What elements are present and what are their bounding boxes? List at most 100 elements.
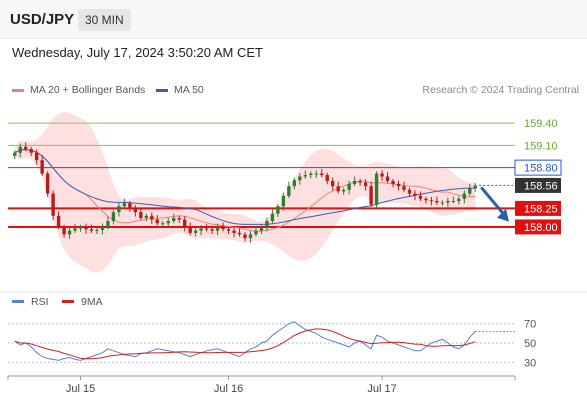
candle bbox=[56, 211, 61, 230]
candle bbox=[106, 216, 110, 230]
price-label-158.56: 158.56 bbox=[524, 180, 558, 192]
candle-body bbox=[122, 203, 127, 207]
timeframe-badge[interactable]: 30 MIN bbox=[78, 9, 131, 31]
candle-body bbox=[29, 149, 33, 153]
candle-body bbox=[254, 230, 258, 235]
candle-body bbox=[117, 206, 121, 213]
candle bbox=[237, 228, 242, 237]
candle bbox=[276, 203, 280, 217]
candle bbox=[325, 172, 329, 185]
candle bbox=[265, 217, 269, 232]
candle-body bbox=[144, 215, 149, 219]
candle bbox=[117, 202, 121, 217]
candle bbox=[462, 190, 466, 204]
candle bbox=[133, 205, 138, 217]
candle bbox=[457, 196, 461, 205]
candle bbox=[122, 198, 127, 209]
candle-body bbox=[232, 230, 236, 233]
candle-body bbox=[193, 230, 198, 233]
candle-body bbox=[100, 226, 105, 230]
candle bbox=[385, 172, 390, 184]
candle bbox=[254, 226, 258, 237]
candle bbox=[73, 223, 77, 233]
candle-body bbox=[446, 201, 450, 203]
candle bbox=[210, 226, 214, 235]
bollinger-band-area bbox=[14, 111, 476, 273]
candle bbox=[396, 180, 401, 191]
candle-body bbox=[440, 202, 445, 204]
candle bbox=[468, 183, 472, 196]
price-label-159.10: 159.10 bbox=[524, 140, 558, 152]
candle-body bbox=[352, 180, 357, 184]
candle bbox=[243, 232, 247, 242]
candle bbox=[374, 171, 379, 209]
legend-label-ma50: MA 50 bbox=[174, 84, 204, 96]
candle bbox=[320, 169, 324, 178]
rsi-line bbox=[14, 321, 476, 361]
candle bbox=[314, 170, 318, 179]
candle-body bbox=[95, 229, 99, 231]
legend-swatch-rsi bbox=[12, 300, 24, 303]
candle bbox=[413, 190, 417, 201]
candle-body bbox=[265, 221, 269, 227]
candle bbox=[166, 217, 170, 228]
candle bbox=[67, 227, 72, 239]
candle-body bbox=[67, 230, 72, 235]
candle bbox=[215, 223, 220, 236]
candle-body bbox=[40, 160, 44, 174]
candle bbox=[204, 223, 209, 232]
legend-ma50: MA 50 bbox=[156, 84, 204, 96]
candle-body bbox=[292, 180, 297, 187]
candle bbox=[451, 196, 456, 204]
candle-body bbox=[385, 176, 390, 181]
candle-body bbox=[314, 173, 318, 175]
candle-body bbox=[226, 229, 231, 231]
candle bbox=[161, 221, 165, 227]
time-axis-label: Jul 16 bbox=[214, 383, 243, 395]
candle bbox=[34, 149, 39, 165]
candle bbox=[40, 155, 44, 176]
candle bbox=[45, 171, 50, 197]
candle-body bbox=[270, 213, 275, 222]
candle-body bbox=[56, 215, 61, 227]
candle-body bbox=[468, 188, 472, 194]
candle bbox=[341, 187, 346, 195]
candle-body bbox=[51, 193, 55, 216]
candle bbox=[95, 227, 99, 235]
forecast-arrow-head bbox=[497, 208, 509, 222]
candle bbox=[347, 180, 351, 195]
candle-body bbox=[237, 232, 242, 235]
candle bbox=[363, 179, 368, 191]
candle bbox=[62, 224, 66, 238]
price-label-158.80: 158.80 bbox=[524, 163, 558, 175]
candle bbox=[303, 170, 308, 179]
candle-body bbox=[150, 215, 154, 220]
candle-body bbox=[435, 201, 439, 203]
candle bbox=[473, 183, 477, 192]
candle-body bbox=[259, 226, 264, 231]
time-axis-label: Jul 15 bbox=[66, 383, 95, 395]
candle-body bbox=[281, 195, 286, 207]
candle-body bbox=[215, 226, 220, 231]
candle-body bbox=[424, 198, 428, 201]
candle bbox=[287, 181, 291, 199]
candle-body bbox=[369, 186, 373, 205]
candle bbox=[18, 143, 22, 158]
candle bbox=[221, 222, 225, 232]
research-credit: Research © 2024 Trading Central bbox=[422, 84, 579, 96]
legend-swatch-ma20 bbox=[12, 88, 24, 92]
candle-body bbox=[320, 173, 324, 176]
candle-body bbox=[380, 173, 384, 177]
candle bbox=[182, 216, 187, 232]
price-tag-bg-158.25 bbox=[515, 200, 561, 216]
candle bbox=[89, 224, 94, 233]
candle bbox=[177, 215, 181, 223]
candle-body bbox=[248, 234, 253, 239]
price-tag-bg-158.56 bbox=[515, 177, 561, 193]
candle bbox=[139, 207, 143, 221]
candle-body bbox=[45, 173, 50, 194]
rsi-tick-70: 70 bbox=[524, 319, 536, 331]
candle-body bbox=[89, 229, 94, 231]
candle-body bbox=[347, 183, 351, 190]
